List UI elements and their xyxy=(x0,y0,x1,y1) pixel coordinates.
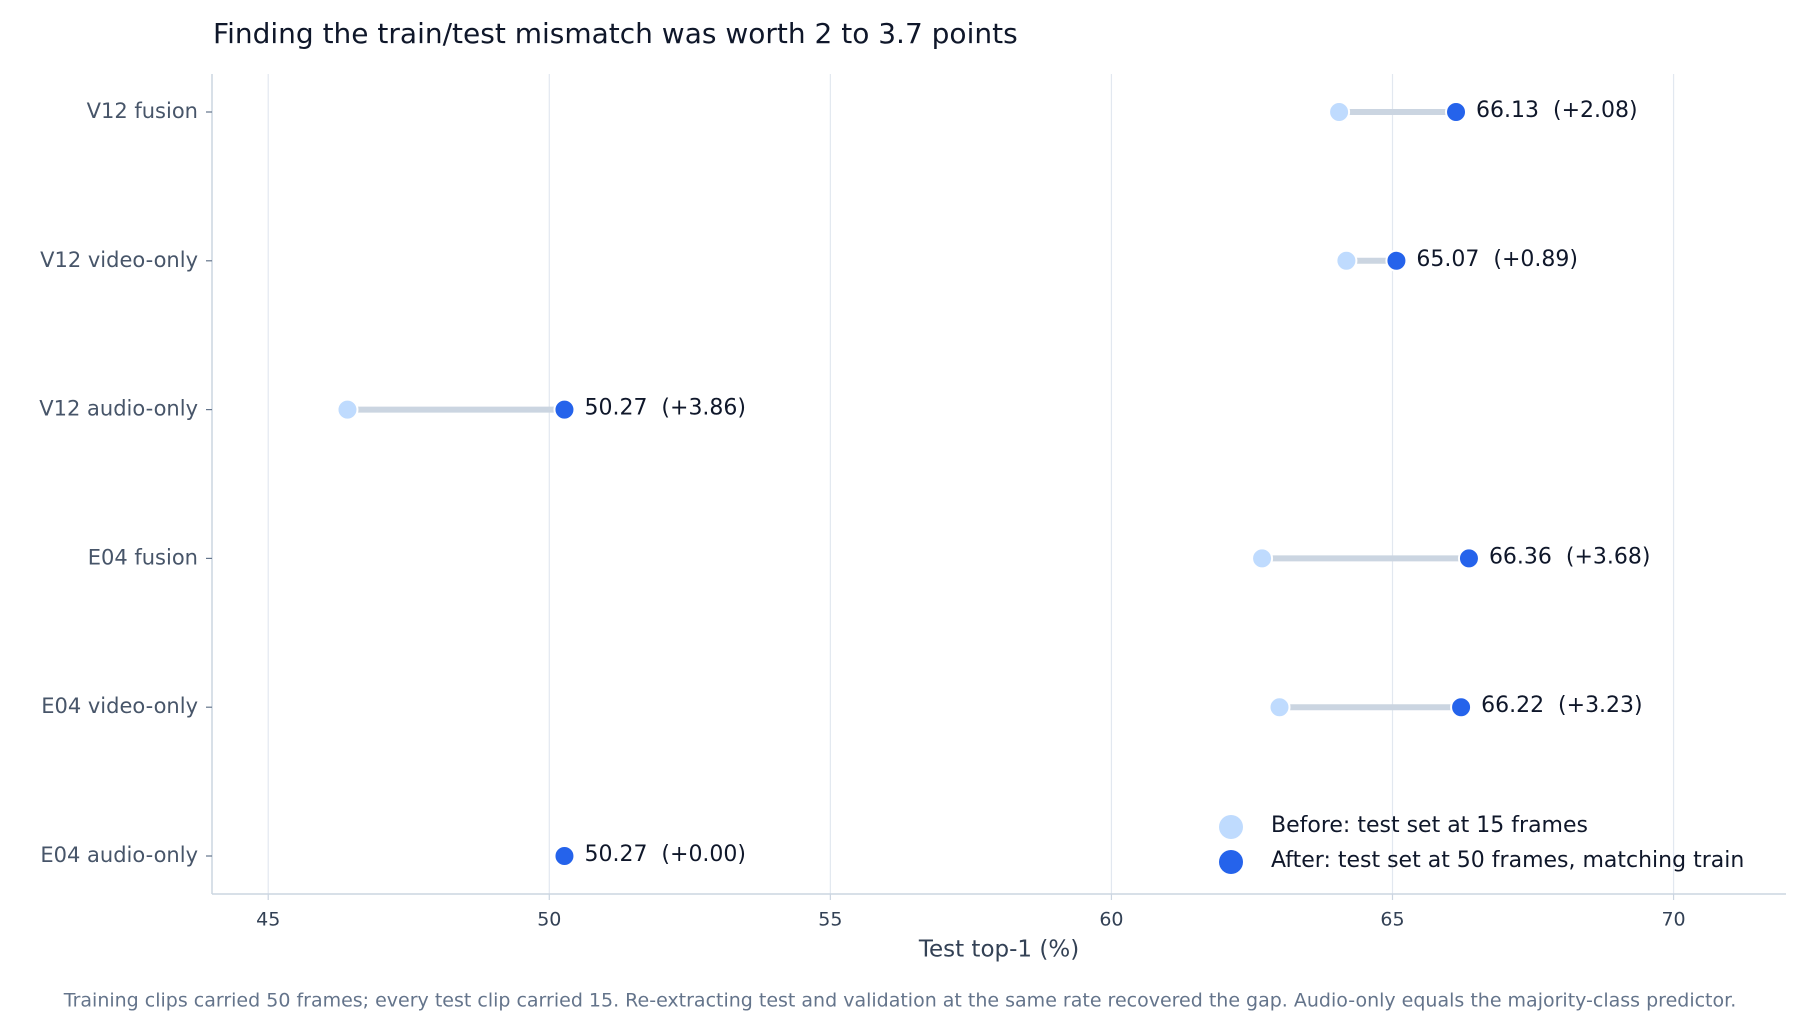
y-tick-label: E04 fusion xyxy=(88,545,198,569)
value-label: 66.36 (+3.68) xyxy=(1489,544,1651,569)
after-dot xyxy=(1457,547,1480,570)
y-tick-label: V12 fusion xyxy=(87,99,198,123)
x-tick-label: 45 xyxy=(256,909,280,931)
before-dot xyxy=(1335,249,1358,272)
value-label: 66.22 (+3.23) xyxy=(1481,693,1643,718)
x-axis-label: Test top-1 (%) xyxy=(918,937,1079,963)
after-dot xyxy=(1450,696,1473,719)
before-dot xyxy=(336,398,359,421)
y-tick-label: V12 audio-only xyxy=(39,397,198,421)
footnote: Training clips carried 50 frames; every … xyxy=(63,990,1736,1012)
value-label: 65.07 (+0.89) xyxy=(1416,247,1578,272)
legend-marker xyxy=(1219,815,1243,839)
after-dot xyxy=(553,845,576,867)
after-dot xyxy=(1445,101,1468,123)
after-dot xyxy=(553,398,576,421)
before-dot xyxy=(1251,547,1274,570)
x-tick-label: 65 xyxy=(1380,909,1404,931)
x-tick-label: 55 xyxy=(818,909,842,931)
before-dot xyxy=(1268,696,1291,719)
x-tick-label: 50 xyxy=(537,909,561,931)
value-label: 50.27 (+3.86) xyxy=(584,396,746,421)
value-label: 50.27 (+0.00) xyxy=(584,842,746,867)
y-tick-label: E04 video-only xyxy=(41,694,198,718)
y-tick-label: E04 audio-only xyxy=(40,843,198,867)
chart-title: Finding the train/test mismatch was wort… xyxy=(213,17,1018,50)
legend-label: After: test set at 50 frames, matching t… xyxy=(1271,848,1744,873)
legend-label: Before: test set at 15 frames xyxy=(1271,813,1588,838)
before-dot xyxy=(1328,101,1351,123)
after-dot xyxy=(1385,249,1408,272)
legend-marker xyxy=(1219,850,1243,874)
y-tick-label: V12 video-only xyxy=(40,248,198,272)
x-tick-label: 60 xyxy=(1099,909,1123,931)
value-label: 66.13 (+2.08) xyxy=(1476,98,1638,123)
x-tick-label: 70 xyxy=(1661,909,1685,931)
